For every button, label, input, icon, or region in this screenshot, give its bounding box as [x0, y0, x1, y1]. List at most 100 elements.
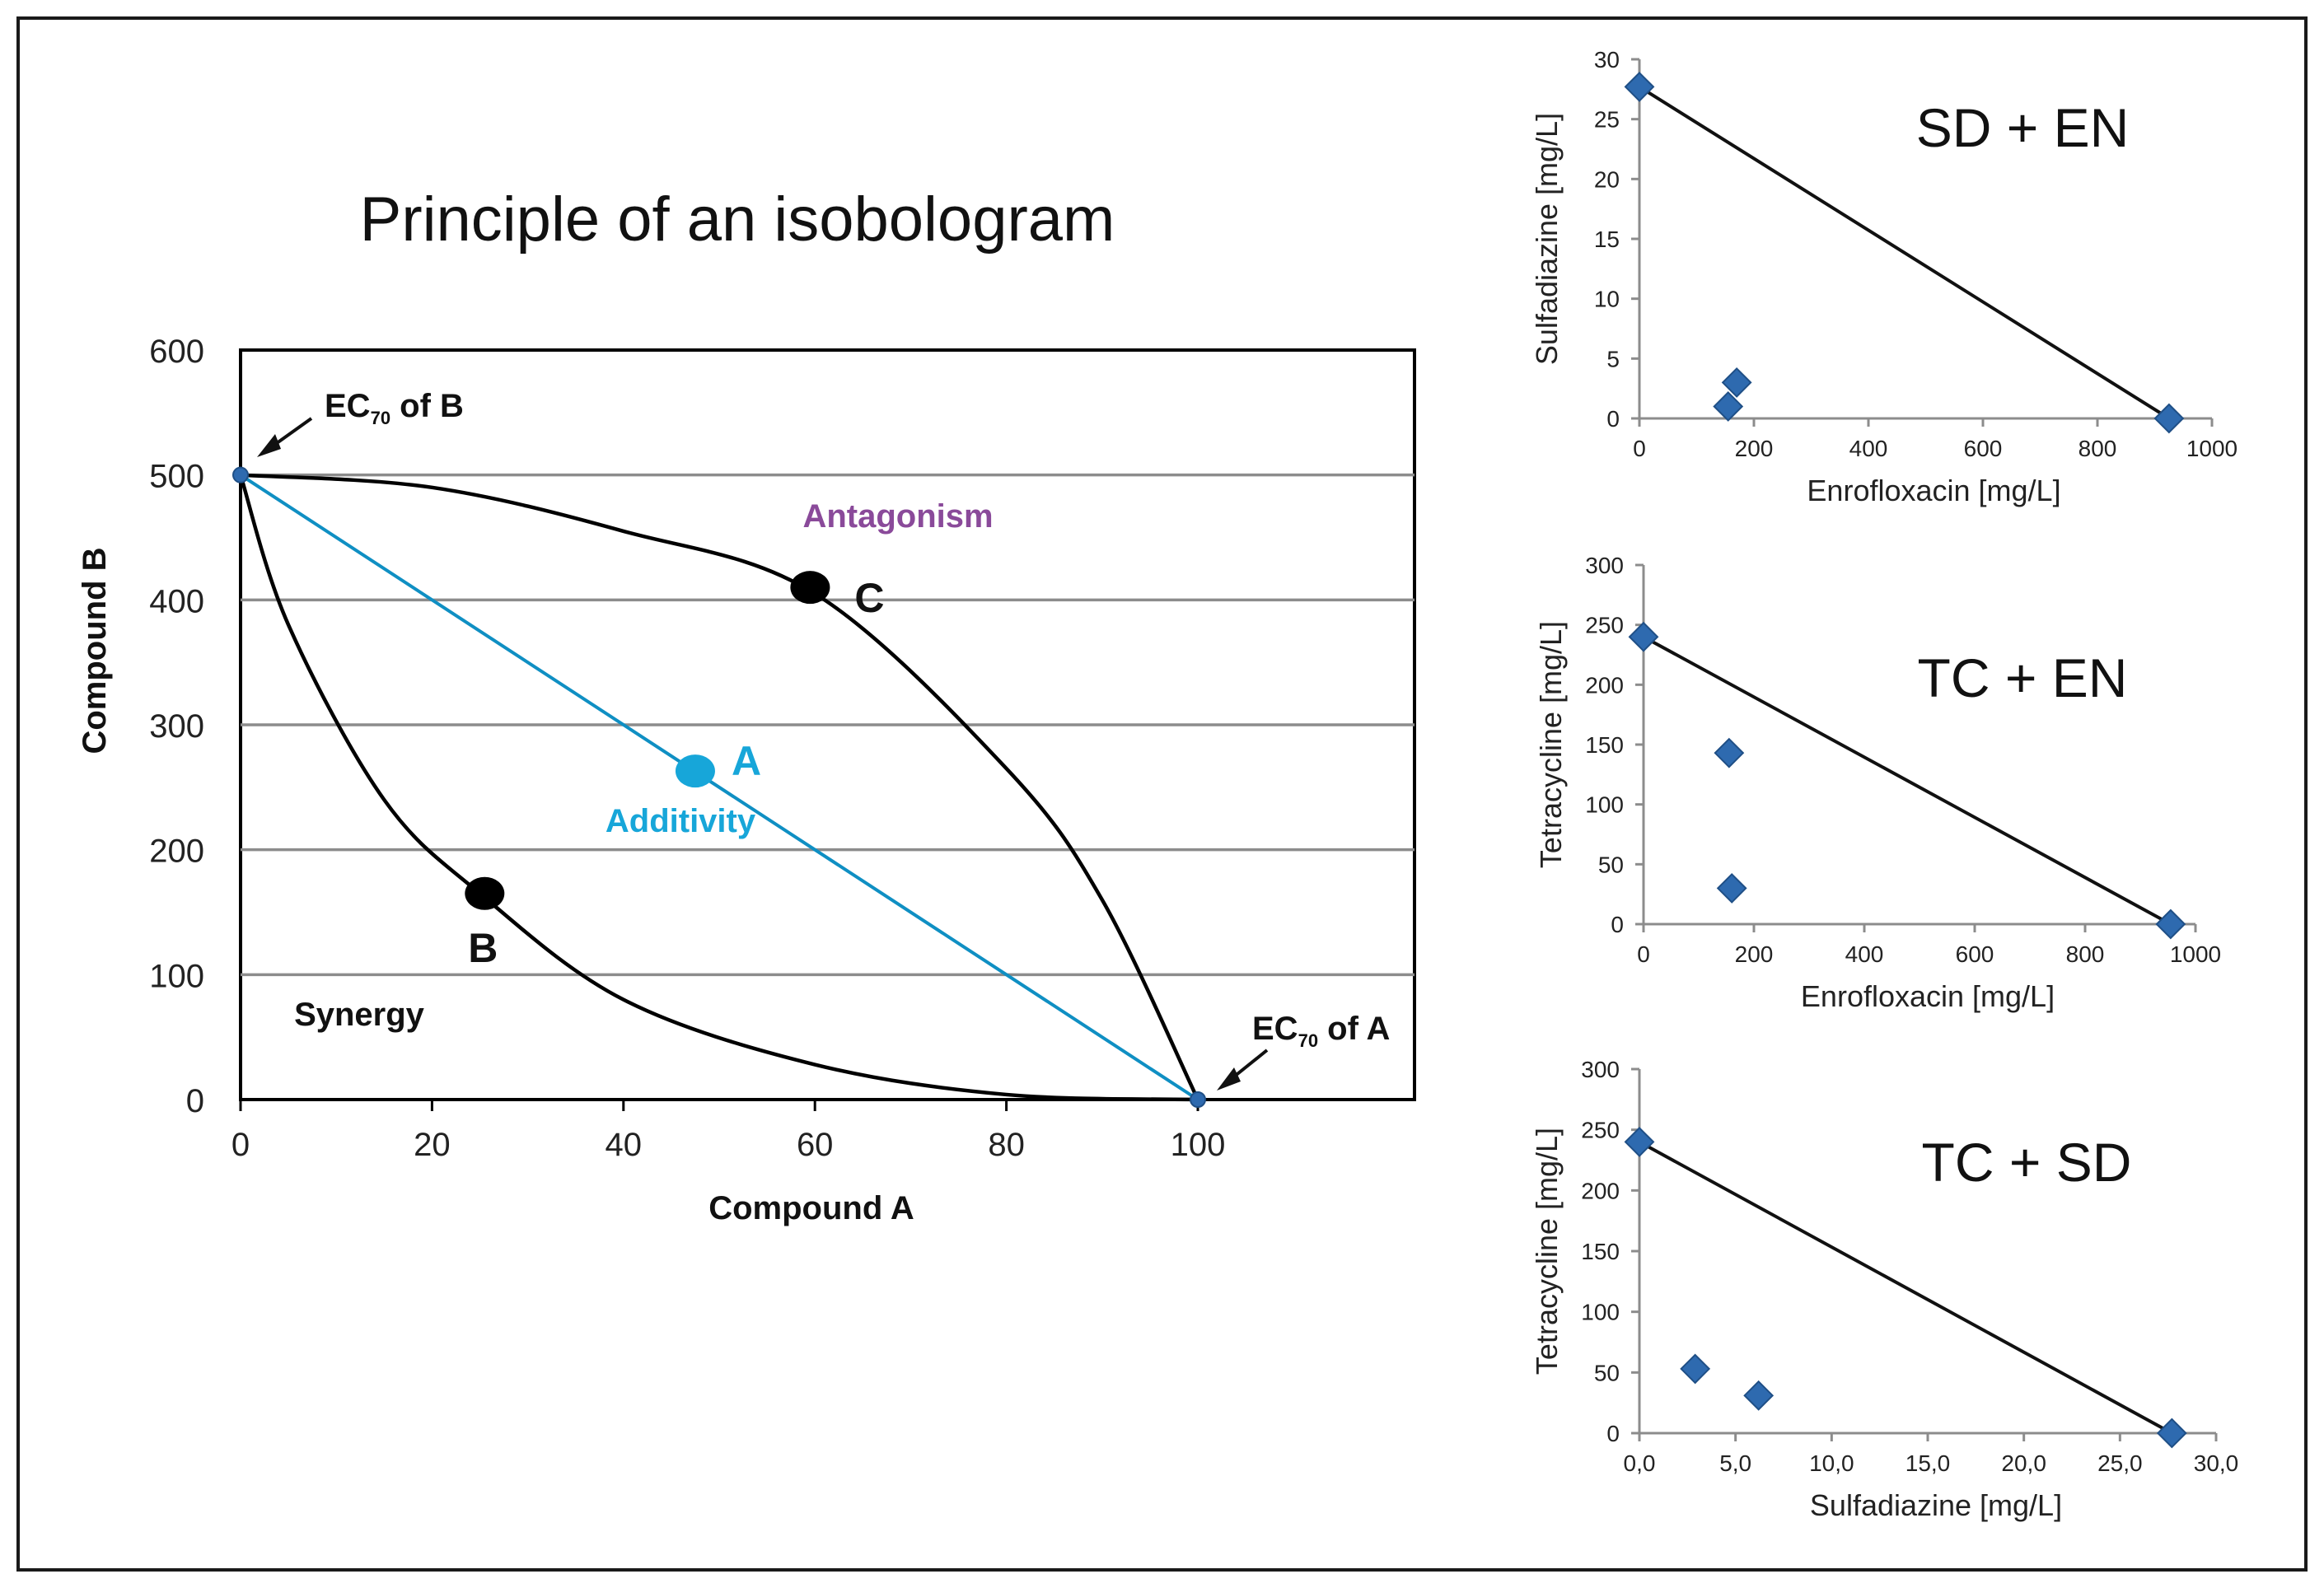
isobologram-y-tick: 500	[149, 459, 204, 495]
y-tick-label: 50	[1594, 1360, 1620, 1385]
x-tick-label: 5,0	[1719, 1450, 1751, 1476]
point-c-label: C	[854, 575, 884, 621]
isobologram-x-tick: 100	[1171, 1127, 1226, 1163]
ec70-point	[232, 466, 249, 483]
figure-frame	[16, 16, 2308, 1572]
data-point	[1624, 72, 1655, 102]
y-tick-label: 100	[1585, 792, 1624, 818]
y-tick-label: 300	[1581, 1057, 1620, 1082]
y-tick-label: 25	[1594, 107, 1620, 133]
ec70-a-prefix: EC	[1252, 1011, 1298, 1047]
tc-en-chart: 0 50 100 150 200 250 300 0 200 400 600 800 1000 TC + …	[1534, 553, 2221, 1013]
x-tick-label: 800	[2079, 436, 2117, 461]
small-chart-title: SD + EN	[1916, 97, 2130, 158]
isobologram-y-tick: 200	[149, 834, 204, 870]
y-tick-label: 20	[1594, 166, 1620, 192]
point-c	[790, 571, 830, 605]
additivity-label: Additivity	[606, 803, 756, 839]
isobologram-y-tick: 400	[149, 583, 204, 619]
isobologram-y-tick: 0	[186, 1083, 204, 1119]
ec70-b-annotation: EC70 of B	[257, 388, 464, 457]
isobologram-chart: Principle of an isobologram 010020030040…	[77, 184, 1416, 1226]
data-point	[2156, 1418, 2187, 1449]
data-point	[1716, 872, 1747, 904]
isobologram-x-tick: 0	[231, 1127, 250, 1163]
ec70-a-arrow-head	[1217, 1067, 1241, 1091]
isobologram-x-tick: 40	[606, 1127, 643, 1163]
data-point	[1628, 621, 1659, 652]
isobologram-x-tick: 80	[988, 1127, 1025, 1163]
small-chart-x-label: Enrofloxacin [mg/L]	[1801, 979, 2055, 1013]
data-point	[1743, 1380, 1775, 1411]
isobologram-y-label: Compound B	[77, 547, 113, 754]
y-tick-label: 150	[1585, 732, 1624, 758]
isobologram-x-tick: 60	[797, 1127, 834, 1163]
data-point	[1714, 737, 1745, 768]
small-chart-x-label: Sulfadiazine [mg/L]	[1810, 1488, 2062, 1522]
y-tick-label: 30	[1594, 47, 1620, 72]
y-tick-label: 10	[1594, 287, 1620, 312]
ec70-point	[1190, 1091, 1206, 1108]
ec70-a-annotation: EC70 of A	[1217, 1011, 1390, 1091]
small-chart-y-label: Sulfadiazine [mg/L]	[1530, 113, 1564, 365]
y-tick-label: 200	[1585, 672, 1624, 698]
y-tick-label: 150	[1581, 1239, 1620, 1264]
synergy-label: Synergy	[294, 997, 425, 1033]
point-b-label: B	[468, 925, 498, 971]
x-tick-label: 400	[1845, 941, 1884, 967]
point-a	[675, 754, 715, 788]
ec70-b-subscript: 70	[371, 408, 390, 428]
additivity-line	[1643, 635, 2172, 926]
ec70-a-suffix: of A	[1318, 1011, 1390, 1047]
x-tick-label: 200	[1735, 436, 1774, 461]
sd-en-chart: 0 5 10 15 20 25 30 0 200 400 600 800 1000 SD + EN Enro…	[1530, 47, 2237, 507]
y-tick-label: 5	[1606, 346, 1620, 371]
data-point	[1624, 1126, 1655, 1157]
x-tick-label: 1000	[2170, 941, 2221, 967]
x-tick-label: 600	[1964, 436, 2003, 461]
data-point	[2153, 403, 2185, 434]
isobologram-y-tick: 600	[149, 334, 204, 370]
point-b	[465, 876, 505, 910]
ec70-a-label: EC70 of A	[1252, 1011, 1390, 1051]
y-tick-label: 50	[1598, 852, 1624, 877]
x-tick-label: 30,0	[2194, 1450, 2239, 1476]
data-point	[1713, 391, 1744, 422]
isobologram-x-tick: 20	[414, 1127, 451, 1163]
isobologram-title: Principle of an isobologram	[360, 184, 1115, 255]
point-a-label: A	[732, 738, 761, 784]
x-tick-label: 0,0	[1624, 1450, 1656, 1476]
ec70-b-label: EC70 of B	[325, 388, 464, 428]
x-tick-label: 200	[1735, 941, 1774, 967]
x-tick-label: 15,0	[1905, 1450, 1951, 1476]
isobologram-y-tick: 300	[149, 708, 204, 745]
y-tick-label: 0	[1606, 406, 1620, 432]
antagonism-label: Antagonism	[802, 498, 993, 535]
data-point	[1680, 1353, 1711, 1385]
x-tick-label: 0	[1633, 436, 1646, 461]
x-tick-label: 20,0	[2001, 1450, 2046, 1476]
ec70-b-suffix: of B	[390, 388, 464, 424]
y-tick-label: 250	[1585, 613, 1624, 638]
additivity-curve	[239, 473, 1199, 1101]
x-tick-label: 400	[1849, 436, 1888, 461]
ec70-b-arrow-head	[257, 434, 281, 457]
y-tick-label: 0	[1611, 912, 1624, 937]
isobologram-x-label: Compound A	[708, 1190, 914, 1226]
synergy-curve	[238, 474, 1199, 1102]
small-chart-title: TC + EN	[1918, 647, 2128, 708]
additivity-line	[1638, 85, 2170, 420]
x-tick-label: 800	[2066, 941, 2105, 967]
tc-sd-chart: 0 50 100 150 200 250 300 0,0 5,0 10,0 15,0 20,0 25,0…	[1530, 1057, 2238, 1522]
y-tick-label: 15	[1594, 227, 1620, 252]
isobologram-y-tick: 100	[149, 958, 204, 994]
small-chart-x-label: Enrofloxacin [mg/L]	[1807, 474, 2060, 507]
y-tick-label: 100	[1581, 1300, 1620, 1325]
ec70-a-subscript: 70	[1298, 1030, 1318, 1051]
data-point	[1721, 367, 1752, 398]
additivity-line	[1639, 1140, 2173, 1435]
ec70-b-prefix: EC	[325, 388, 371, 424]
y-tick-label: 300	[1585, 553, 1624, 578]
x-tick-label: 600	[1956, 941, 1994, 967]
